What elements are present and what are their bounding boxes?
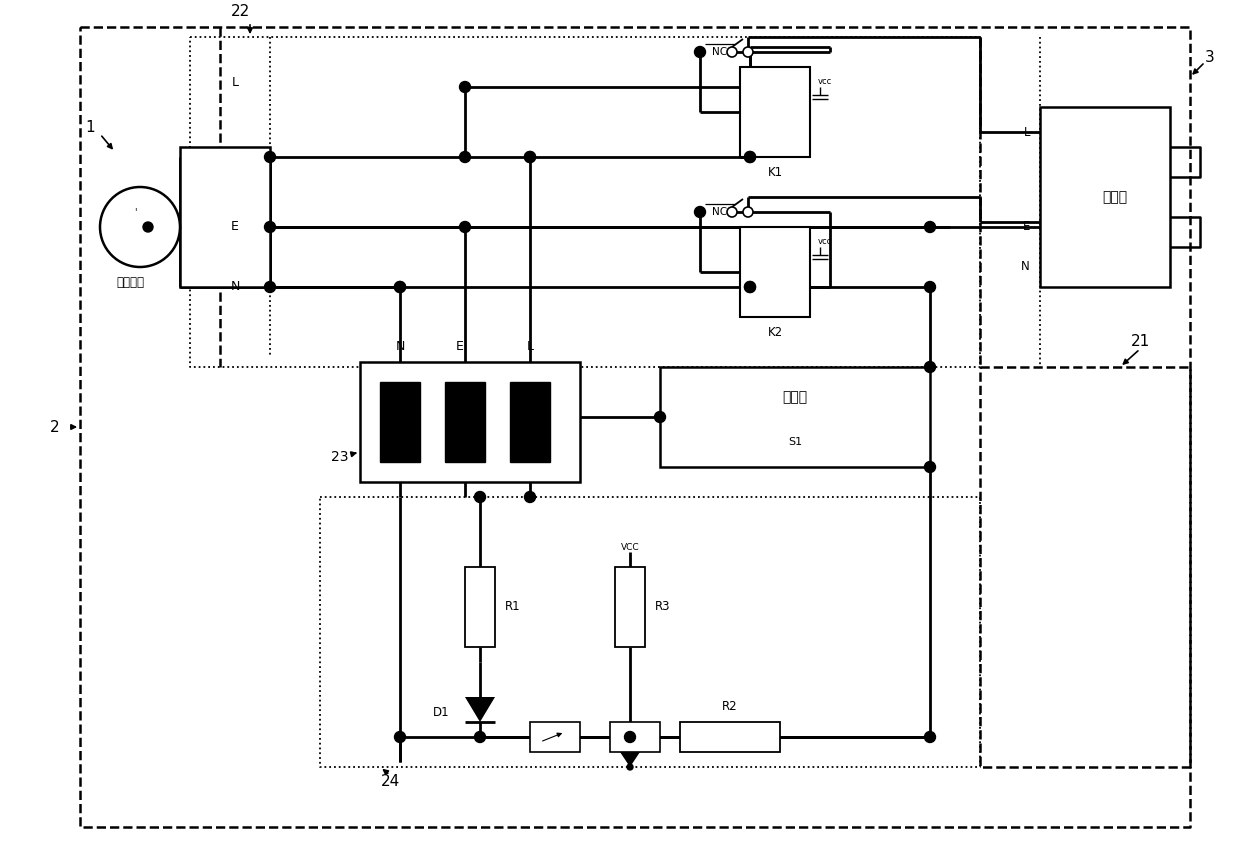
Circle shape: [394, 281, 405, 292]
Text: ': ': [134, 207, 136, 217]
Circle shape: [727, 47, 737, 57]
Circle shape: [727, 207, 737, 217]
Circle shape: [394, 732, 405, 742]
Bar: [660, 367, 930, 467]
Circle shape: [925, 221, 935, 232]
Circle shape: [100, 187, 180, 267]
Text: L: L: [527, 340, 533, 353]
Text: R3: R3: [655, 601, 671, 614]
Circle shape: [925, 281, 935, 292]
Circle shape: [525, 152, 536, 163]
Circle shape: [264, 221, 275, 232]
Text: 22: 22: [231, 4, 249, 20]
Circle shape: [655, 411, 666, 423]
Text: E: E: [456, 340, 464, 353]
Circle shape: [925, 462, 935, 472]
Text: R1: R1: [505, 601, 521, 614]
Circle shape: [264, 281, 275, 292]
Text: 充电枪: 充电枪: [1102, 190, 1127, 204]
Text: N: N: [396, 340, 404, 353]
Text: D1: D1: [433, 705, 450, 718]
Text: S1: S1: [787, 437, 802, 447]
Circle shape: [525, 492, 536, 502]
Circle shape: [744, 281, 755, 292]
Circle shape: [460, 81, 470, 93]
Circle shape: [694, 207, 706, 218]
Text: 21: 21: [1131, 334, 1149, 350]
Text: 控制器: 控制器: [782, 390, 807, 404]
Circle shape: [627, 764, 632, 770]
Circle shape: [694, 46, 706, 57]
Text: 2: 2: [50, 419, 60, 434]
Text: K1: K1: [768, 165, 782, 178]
Bar: [680, 722, 780, 752]
Bar: [529, 722, 580, 752]
Text: 24: 24: [381, 775, 399, 789]
Bar: [510, 382, 551, 462]
Text: N: N: [231, 280, 239, 293]
Text: VCC: VCC: [621, 542, 640, 552]
Bar: [180, 147, 270, 287]
Text: L: L: [232, 75, 238, 88]
Polygon shape: [620, 752, 640, 767]
Circle shape: [475, 492, 486, 502]
Bar: [1040, 107, 1171, 287]
Bar: [615, 567, 645, 647]
Text: 3: 3: [1205, 50, 1215, 64]
Text: L: L: [1023, 125, 1030, 139]
Circle shape: [625, 732, 635, 742]
Text: vcc: vcc: [818, 77, 832, 87]
Circle shape: [143, 222, 153, 232]
Circle shape: [744, 152, 755, 163]
Circle shape: [744, 281, 755, 292]
Bar: [445, 382, 485, 462]
Bar: [465, 567, 495, 647]
Text: 23: 23: [331, 450, 348, 464]
Text: E: E: [231, 220, 239, 233]
Circle shape: [264, 152, 275, 163]
Text: E: E: [1023, 220, 1030, 233]
Text: 1: 1: [86, 119, 94, 135]
Circle shape: [475, 732, 486, 742]
Text: R2: R2: [722, 700, 738, 714]
Polygon shape: [465, 697, 495, 722]
Bar: [740, 67, 810, 157]
Text: NC: NC: [713, 47, 728, 57]
Bar: [379, 382, 420, 462]
Bar: [740, 227, 810, 317]
Text: NC: NC: [713, 207, 728, 217]
Text: 电源插头: 电源插头: [117, 275, 144, 289]
Circle shape: [460, 221, 470, 232]
Circle shape: [394, 281, 405, 292]
Bar: [610, 722, 660, 752]
Text: N: N: [1022, 261, 1030, 273]
Circle shape: [743, 47, 753, 57]
Circle shape: [743, 207, 753, 217]
Text: vcc: vcc: [818, 237, 832, 247]
Circle shape: [744, 152, 755, 163]
Circle shape: [460, 152, 470, 163]
Text: K2: K2: [768, 326, 782, 339]
Circle shape: [925, 732, 935, 742]
Circle shape: [525, 152, 536, 163]
Bar: [360, 362, 580, 482]
Circle shape: [925, 362, 935, 373]
